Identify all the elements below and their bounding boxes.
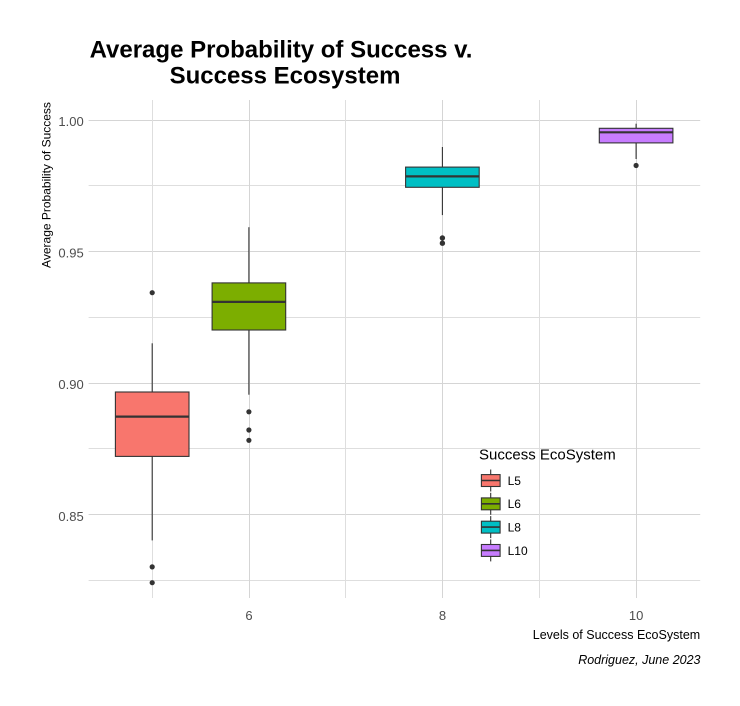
svg-text:6: 6 xyxy=(245,608,252,623)
svg-text:Levels of Success EcoSystem: Levels of Success EcoSystem xyxy=(533,628,700,642)
svg-text:Rodriguez, June 2023: Rodriguez, June 2023 xyxy=(578,653,700,667)
svg-text:Average Probability of Success: Average Probability of Success xyxy=(40,102,54,268)
svg-text:Average Probability of Success: Average Probability of Success v. xyxy=(90,37,473,64)
svg-text:8: 8 xyxy=(439,608,446,623)
svg-text:0.90: 0.90 xyxy=(58,377,83,392)
svg-text:L6: L6 xyxy=(508,497,522,511)
svg-text:L8: L8 xyxy=(508,521,522,535)
svg-text:0.95: 0.95 xyxy=(58,246,83,261)
svg-text:L10: L10 xyxy=(508,544,528,558)
svg-text:Success Ecosystem: Success Ecosystem xyxy=(170,63,401,90)
svg-text:1.00: 1.00 xyxy=(58,114,83,129)
svg-text:L5: L5 xyxy=(508,474,522,488)
svg-text:0.85: 0.85 xyxy=(58,509,83,524)
svg-text:Success EcoSystem: Success EcoSystem xyxy=(479,447,616,464)
svg-text:10: 10 xyxy=(629,608,643,623)
